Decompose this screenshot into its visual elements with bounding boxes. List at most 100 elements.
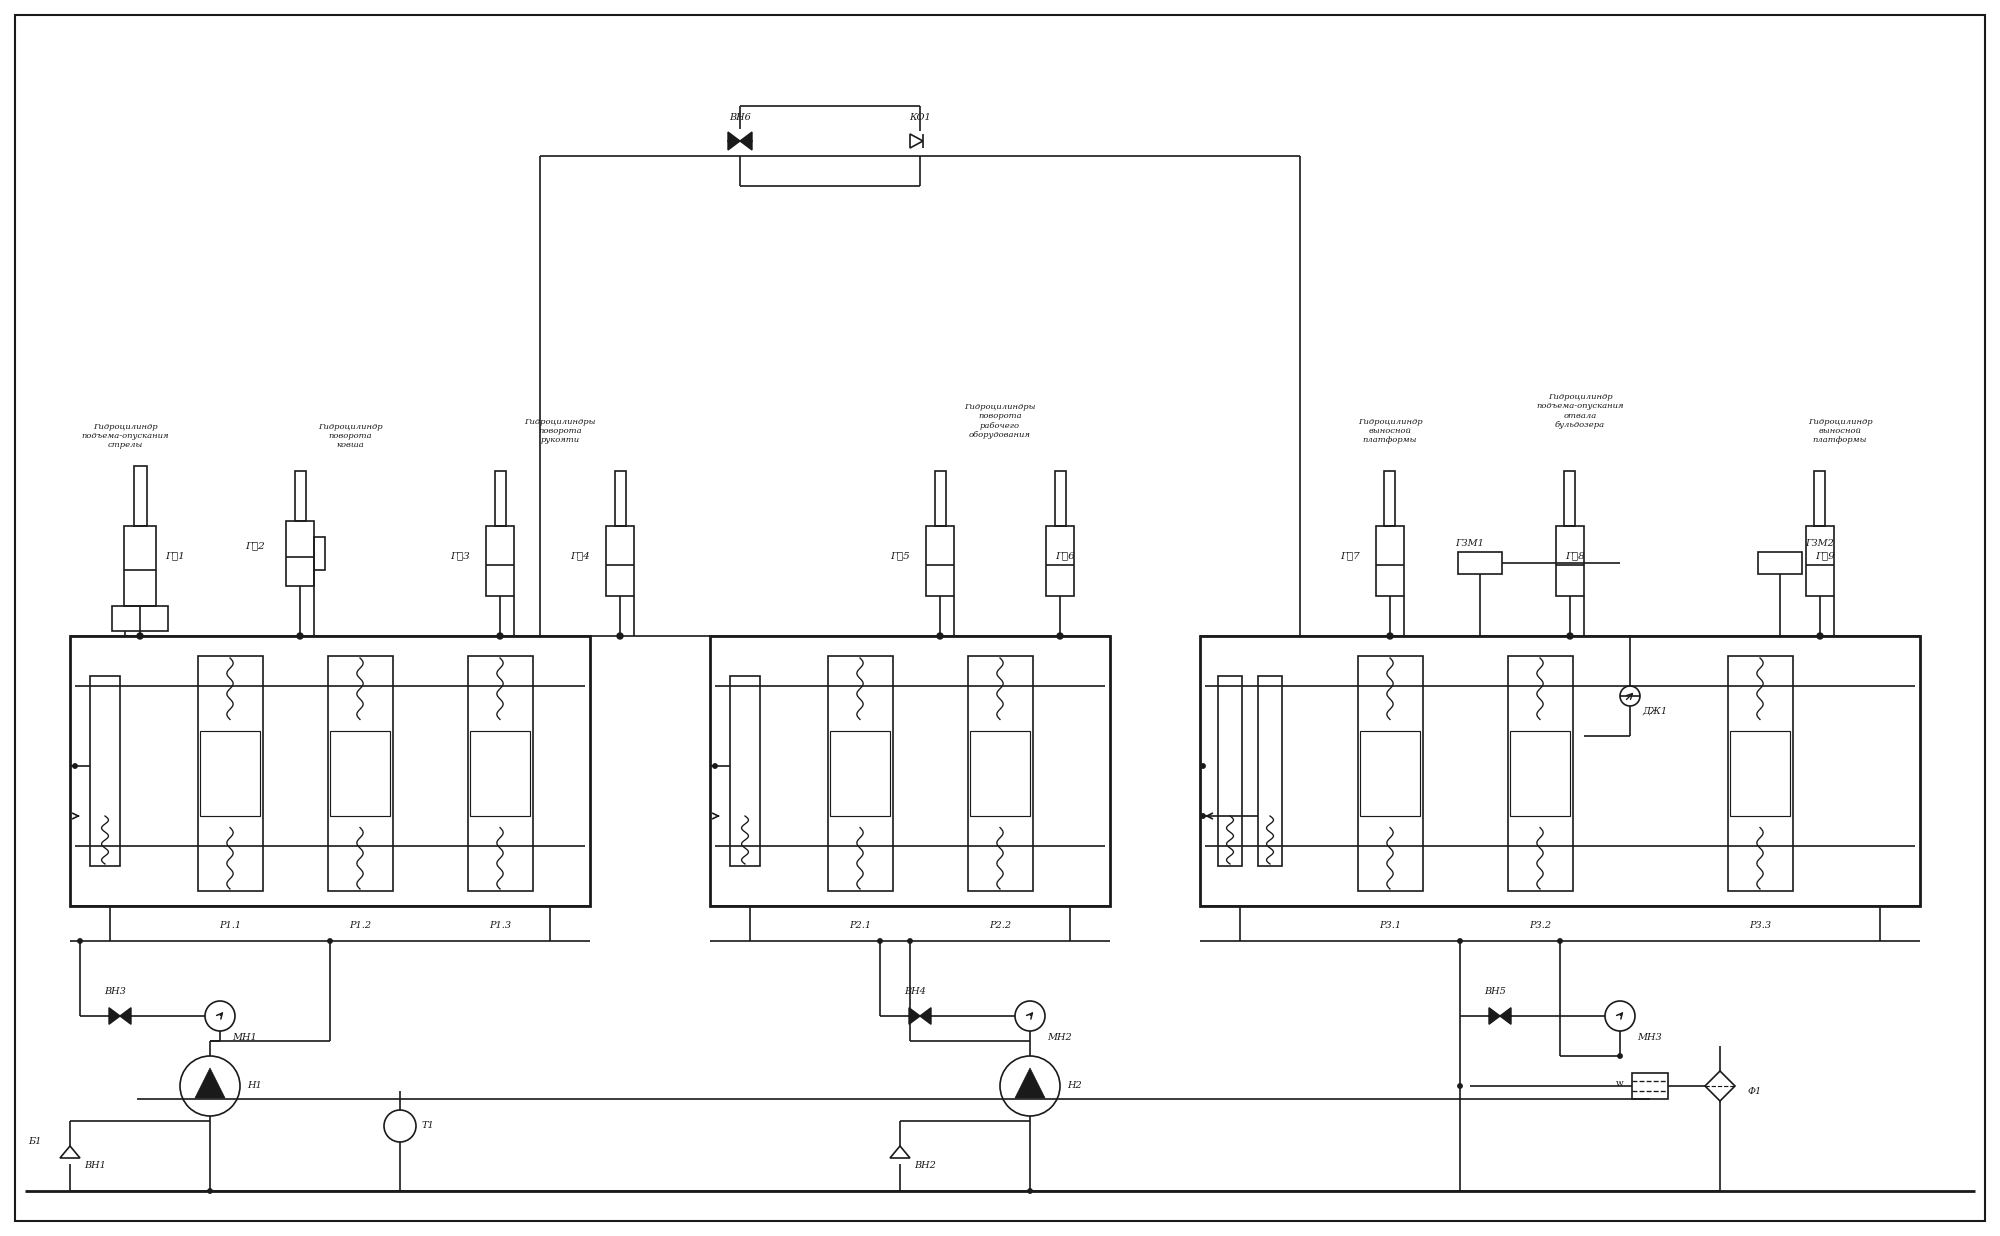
Text: Гѡ5: Гѡ5 xyxy=(890,551,910,560)
Bar xyxy=(710,637,1110,906)
Circle shape xyxy=(498,633,504,639)
Bar xyxy=(1556,527,1584,596)
Bar xyxy=(970,732,1030,816)
Bar xyxy=(1384,471,1396,527)
Bar xyxy=(1360,732,1420,816)
Text: Гѡ8: Гѡ8 xyxy=(1566,551,1584,560)
Bar xyxy=(830,732,890,816)
Text: Р2.2: Р2.2 xyxy=(988,922,1012,931)
Circle shape xyxy=(712,764,718,769)
Polygon shape xyxy=(120,1007,132,1025)
Text: Н1: Н1 xyxy=(248,1082,262,1090)
Bar xyxy=(90,676,120,866)
Text: Р1.3: Р1.3 xyxy=(488,922,512,931)
Bar xyxy=(1730,732,1790,816)
Polygon shape xyxy=(1016,1068,1044,1098)
Bar xyxy=(1358,656,1422,891)
Circle shape xyxy=(1028,1189,1032,1193)
Text: Гидроцилиндр
подъема-опускания
отвала
бульдозера: Гидроцилиндр подъема-опускания отвала бу… xyxy=(1536,393,1624,429)
Bar xyxy=(1510,732,1570,816)
Circle shape xyxy=(138,633,144,639)
Circle shape xyxy=(878,939,882,943)
Text: Т1: Т1 xyxy=(422,1121,434,1131)
Text: ВН3: ВН3 xyxy=(104,986,126,995)
Text: МН3: МН3 xyxy=(1638,1033,1662,1042)
Bar xyxy=(730,676,760,866)
Text: Р2.1: Р2.1 xyxy=(848,922,872,931)
Text: Гѡ1: Гѡ1 xyxy=(166,551,184,560)
Polygon shape xyxy=(110,1007,120,1025)
Bar xyxy=(494,471,506,527)
Text: Φ1: Φ1 xyxy=(1748,1086,1762,1095)
Circle shape xyxy=(1200,813,1206,818)
Bar xyxy=(1814,471,1826,527)
Text: Гѡ2: Гѡ2 xyxy=(246,541,264,550)
Bar xyxy=(70,637,590,906)
Text: Гѡ4: Гѡ4 xyxy=(570,551,590,560)
Circle shape xyxy=(72,764,78,769)
Bar xyxy=(1458,552,1502,574)
Bar xyxy=(1758,552,1802,574)
Bar xyxy=(124,527,156,606)
Text: ВН2: ВН2 xyxy=(914,1162,936,1170)
Polygon shape xyxy=(1488,1007,1500,1025)
Bar xyxy=(1806,527,1834,596)
Circle shape xyxy=(78,939,82,943)
Bar xyxy=(198,656,262,891)
Text: МН2: МН2 xyxy=(1048,1033,1072,1042)
Text: ГЗМ1: ГЗМ1 xyxy=(1456,539,1484,549)
Bar xyxy=(1200,637,1920,906)
Circle shape xyxy=(1558,939,1562,943)
Text: ВН4: ВН4 xyxy=(904,986,926,995)
Text: ВН1: ВН1 xyxy=(84,1162,106,1170)
Bar xyxy=(968,656,1032,891)
Bar xyxy=(1632,1073,1668,1099)
Bar xyxy=(286,522,314,586)
Text: Гидроцилиндры
поворота
рукояти: Гидроцилиндры поворота рукояти xyxy=(524,418,596,444)
Text: Гидроцилиндры
поворота
рабочего
оборудования: Гидроцилиндры поворота рабочего оборудов… xyxy=(964,403,1036,439)
Circle shape xyxy=(1568,633,1572,639)
Bar xyxy=(1054,471,1066,527)
Bar xyxy=(486,527,514,596)
Text: Н2: Н2 xyxy=(1068,1082,1082,1090)
Text: Б1: Б1 xyxy=(28,1136,42,1146)
Bar xyxy=(1258,676,1282,866)
Circle shape xyxy=(1056,633,1064,639)
Text: ВН5: ВН5 xyxy=(1484,986,1506,995)
Bar xyxy=(200,732,260,816)
Text: Р3.2: Р3.2 xyxy=(1528,922,1552,931)
Text: Гидроцилиндр
подъема-опускания
стрелы: Гидроцилиндр подъема-опускания стрелы xyxy=(82,423,168,449)
Circle shape xyxy=(298,633,304,639)
Bar xyxy=(606,527,634,596)
Bar xyxy=(1728,656,1792,891)
Text: Гидроцилиндр
поворота
ковша: Гидроцилиндр поворота ковша xyxy=(318,423,382,449)
Bar xyxy=(330,732,390,816)
Circle shape xyxy=(618,633,624,639)
Circle shape xyxy=(208,1189,212,1193)
Polygon shape xyxy=(1500,1007,1512,1025)
Text: Р1.1: Р1.1 xyxy=(218,922,242,931)
Circle shape xyxy=(1388,633,1392,639)
Circle shape xyxy=(1458,939,1462,943)
Circle shape xyxy=(1458,1084,1462,1088)
Bar xyxy=(468,656,532,891)
Bar xyxy=(294,471,306,522)
Bar xyxy=(1508,656,1572,891)
Text: ГЗМ2: ГЗМ2 xyxy=(1806,539,1834,549)
Text: Гидроцилиндр
выносной
платформы: Гидроцилиндр выносной платформы xyxy=(1358,418,1422,444)
Bar xyxy=(926,527,954,596)
Text: КО1: КО1 xyxy=(910,114,930,122)
Text: Гѡ6: Гѡ6 xyxy=(1056,551,1074,560)
Circle shape xyxy=(328,939,332,943)
Polygon shape xyxy=(910,1007,920,1025)
Bar xyxy=(934,471,946,527)
Circle shape xyxy=(1200,764,1206,769)
Text: Р3.1: Р3.1 xyxy=(1378,922,1402,931)
Text: Гѡ9: Гѡ9 xyxy=(1816,551,1834,560)
Bar xyxy=(112,606,168,632)
Circle shape xyxy=(1618,1054,1622,1058)
Bar xyxy=(1564,471,1576,527)
Circle shape xyxy=(938,633,944,639)
Text: w: w xyxy=(1616,1079,1624,1088)
Text: Р3.3: Р3.3 xyxy=(1748,922,1772,931)
